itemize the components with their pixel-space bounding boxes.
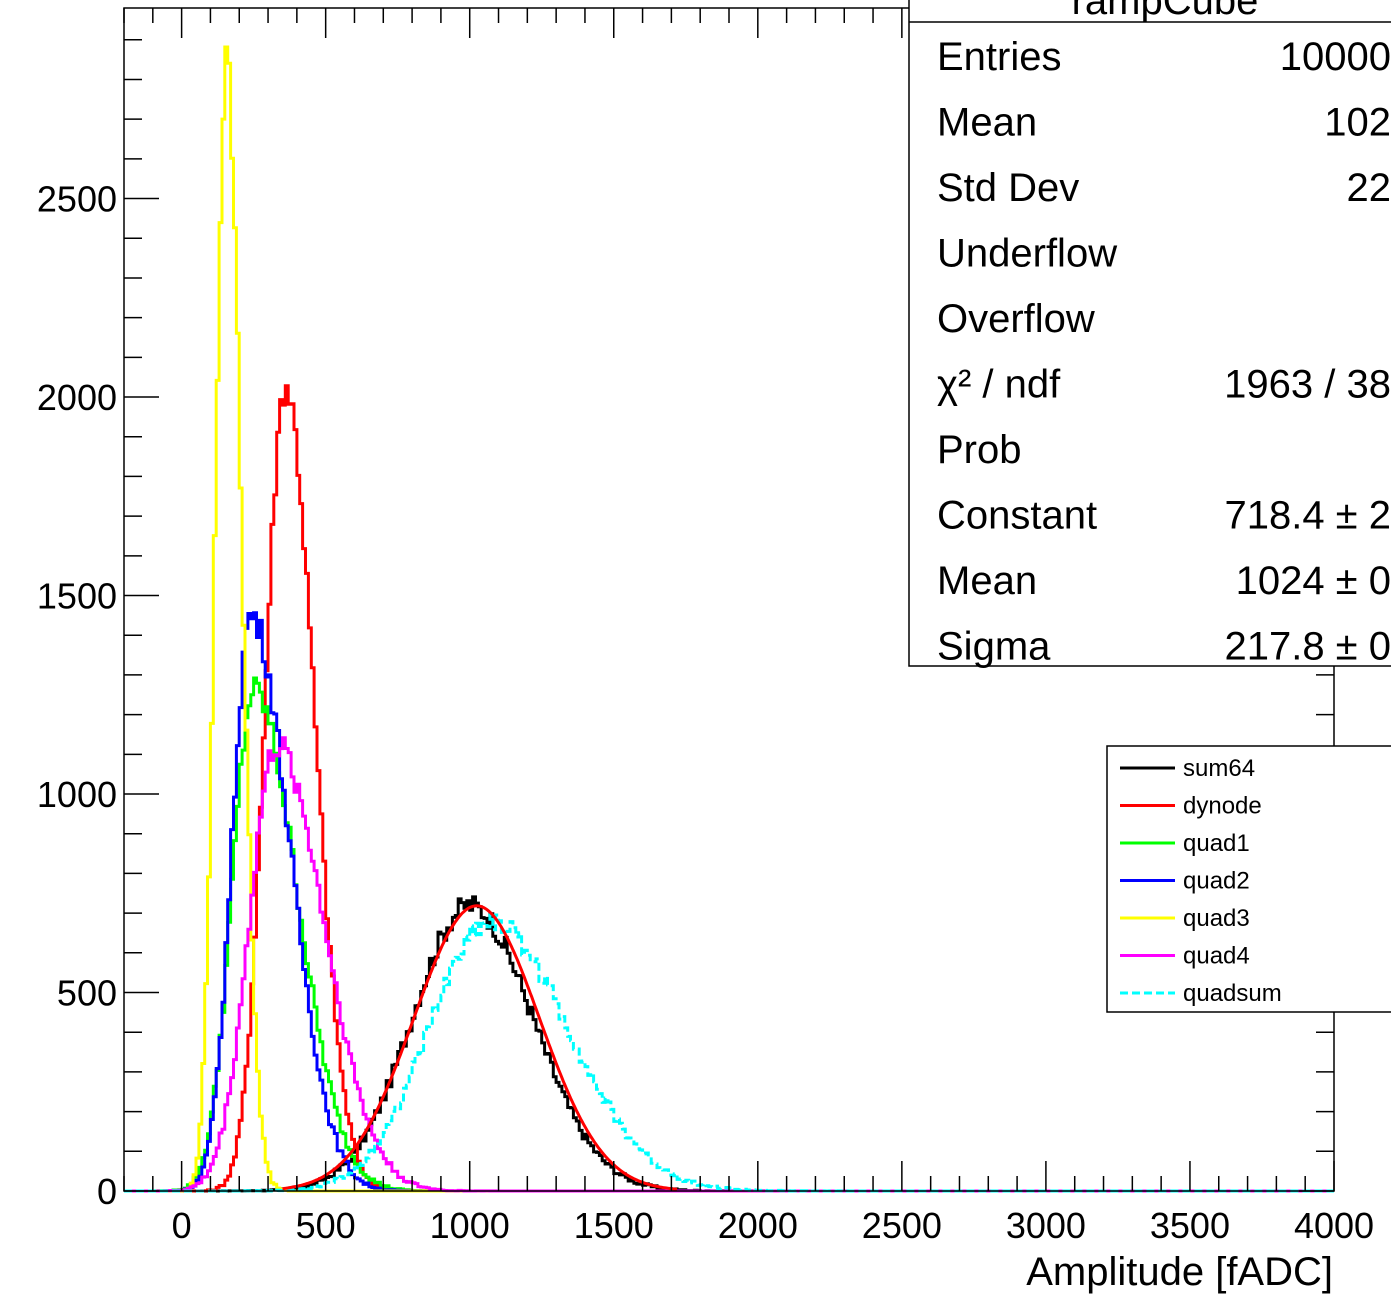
axis-layer: 0 500 1000 1500 2000 2500 3000 3500 4000 0 500 1000…	[37, 8, 1374, 1246]
stats-row-label: Constant	[937, 494, 1097, 538]
stats-row-label: Mean	[937, 559, 1037, 603]
x-tick-label: 1000	[430, 1205, 510, 1246]
legend-label-quad1: quad1	[1183, 830, 1250, 857]
series-quadsum	[124, 913, 1334, 1193]
stats-row-label: Sigma	[937, 625, 1051, 669]
stats-row-label: χ² / ndf	[937, 363, 1061, 407]
x-tick-label: 2500	[862, 1205, 942, 1246]
x-axis-title: Amplitude [fADC]	[1026, 1250, 1333, 1294]
y-tick-label: 2500	[37, 179, 117, 220]
x-tick-label: 0	[172, 1205, 192, 1246]
stats-row-value: 718.4 ± 2	[1224, 494, 1391, 538]
y-tick-label: 0	[97, 1171, 117, 1212]
stats-box-frame	[908, 0, 1391, 667]
y-tick-label: 1000	[37, 774, 117, 815]
stats-row-label: Underflow	[937, 232, 1117, 276]
stats-box: rampCube Entries 10000 Mean 102 Std Dev 22 Und…	[908, 0, 1391, 669]
x-tick-label: 1500	[574, 1205, 654, 1246]
legend-entries: sum64 dynode quad1 quad2 quad3 quad4 quadsum	[1120, 755, 1282, 1007]
x-tick-label: 3000	[1006, 1205, 1086, 1246]
stats-row-label: Overflow	[937, 297, 1095, 341]
x-tick-label: 500	[296, 1205, 356, 1246]
stats-row-label: Prob	[937, 428, 1022, 472]
x-tick-label: 2000	[718, 1205, 798, 1246]
stats-row-label: Entries	[937, 35, 1062, 79]
legend: sum64 dynode quad1 quad2 quad3 quad4 quadsum	[1106, 745, 1391, 1013]
fit-curve	[282, 904, 678, 1191]
legend-label-quad4: quad4	[1183, 943, 1250, 970]
legend-label-quad3: quad3	[1183, 905, 1250, 932]
x-tick-label: 3500	[1150, 1205, 1230, 1246]
stats-row-label: Mean	[937, 101, 1037, 145]
stats-row-value: 1963 / 38	[1224, 363, 1391, 407]
legend-label-quadsum: quadsum	[1183, 980, 1282, 1007]
stats-row-value: 217.8 ± 0	[1224, 625, 1391, 669]
stats-row-value: 22	[1347, 166, 1391, 210]
legend-label-sum64: sum64	[1183, 755, 1255, 782]
y-tick-label: 1500	[37, 576, 117, 617]
stats-row-value: 102	[1324, 101, 1391, 145]
stats-row-label: Std Dev	[937, 166, 1079, 210]
stats-row-value: 10000	[1280, 35, 1391, 79]
x-tick-label: 4000	[1294, 1205, 1374, 1246]
y-tick-label: 2000	[37, 377, 117, 418]
y-tick-label: 500	[57, 973, 117, 1014]
legend-label-quad2: quad2	[1183, 868, 1250, 895]
stats-row-value: 1024 ± 0	[1236, 559, 1391, 603]
stats-rows: Entries 10000 Mean 102 Std Dev 22 Underflow Ove…	[937, 35, 1391, 669]
stats-box-title: rampCube	[1072, 0, 1259, 23]
legend-label-dynode: dynode	[1183, 793, 1262, 820]
fit-layer	[282, 904, 678, 1191]
